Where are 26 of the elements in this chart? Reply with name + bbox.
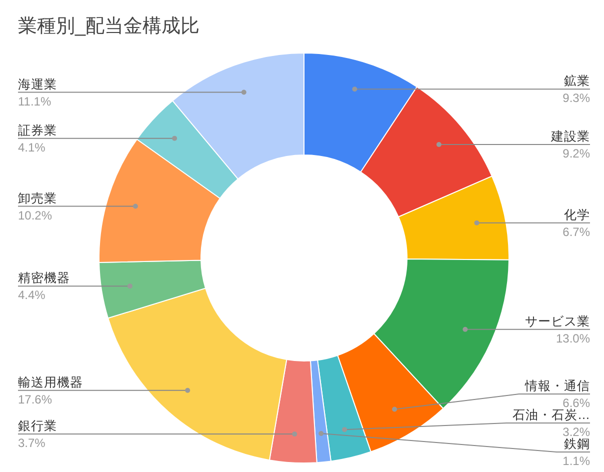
data-label: 3.2% [562,425,590,439]
slice-label: 鉄鋼 [564,437,590,451]
slice-label: サービス業 [525,314,590,328]
slice-label: 建設業 [550,130,590,144]
data-label: 4.4% [18,288,46,302]
slice-label: 海運業 [18,77,57,92]
slice-label: 鉱業 [564,74,590,88]
chart-title: 業種別_配当金構成比 [18,16,200,37]
slice-label: 輸送用機器 [18,375,83,390]
data-label: 17.6% [18,392,52,406]
data-label: 13.0% [556,331,590,346]
slice-label: 銀行業 [18,419,57,434]
slice-label: 卸売業 [18,191,57,206]
data-label: 11.1% [18,94,52,108]
data-label: 4.1% [18,140,46,154]
data-label: 1.1% [562,454,590,468]
slice-label: 証券業 [18,123,57,138]
data-label: 3.7% [18,436,46,450]
slice-label: 化学 [564,208,590,222]
data-label: 10.2% [18,208,52,222]
slice-label: 情報・通信 [524,379,590,393]
slice-label: 精密機器 [18,271,70,286]
data-label: 6.7% [562,224,590,239]
data-label: 9.3% [562,91,590,106]
data-label: 9.2% [562,146,590,161]
data-label: 6.6% [562,396,590,410]
